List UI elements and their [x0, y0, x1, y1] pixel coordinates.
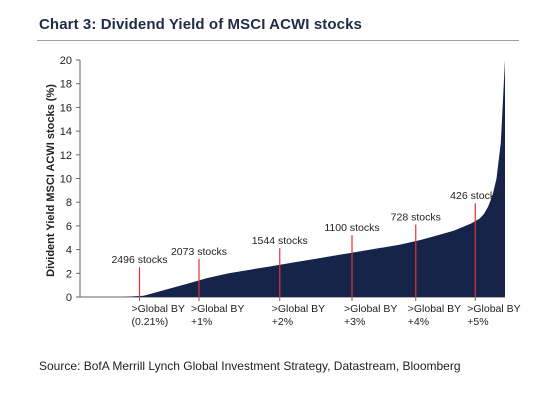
x-tick-label: +4%: [408, 316, 429, 328]
x-tick-label: +1%: [191, 316, 212, 328]
y-tick-label: 8: [66, 197, 72, 209]
y-tick-label: 14: [60, 126, 72, 138]
yield-area: [80, 60, 505, 297]
y-tick-label: 0: [66, 292, 72, 304]
y-tick-label: 4: [66, 245, 72, 257]
x-tick-label: >Global BY: [272, 303, 325, 315]
y-tick-label: 10: [60, 174, 72, 186]
x-tick-label: +5%: [467, 316, 488, 328]
y-tick-label: 6: [66, 221, 72, 233]
y-tick-label: 16: [60, 102, 72, 114]
x-tick-label: >Global BY: [132, 303, 185, 315]
y-tick-label: 18: [60, 79, 72, 91]
stock-count-label: 1544 stocks: [252, 235, 308, 247]
dividend-yield-chart: 0 2 4 6 8 10 12 14 16 18 20 Divident Yield MSCI ACW…: [45, 55, 521, 328]
y-tick-label: 2: [66, 268, 72, 280]
title-divider: [37, 40, 519, 41]
axes-group: 0 2 4 6 8 10 12 14 16 18 20 Divident Yield MSCI ACW…: [45, 55, 521, 328]
y-axis-title: Divident Yield MSCI ACWI stocks (%): [45, 84, 57, 277]
x-tick-label: >Global BY: [408, 303, 461, 315]
stock-count-label: 2496 stocks: [111, 254, 167, 266]
y-tick-label: 20: [60, 55, 72, 67]
x-tick-label: +2%: [272, 316, 293, 328]
y-tick-label: 12: [60, 150, 72, 162]
x-tick-label: (0.21%): [132, 316, 169, 328]
chart-title: Chart 3: Dividend Yield of MSCI ACWI sto…: [39, 16, 362, 33]
stock-count-label: 2073 stocks: [171, 246, 227, 258]
stock-count-label: 728 stocks: [391, 211, 441, 223]
stock-count-label: 1100 stocks: [324, 222, 379, 234]
x-tick-label: +3%: [344, 316, 365, 328]
source-note: Source: BofA Merrill Lynch Global Invest…: [39, 359, 461, 373]
chart-container: 0 2 4 6 8 10 12 14 16 18 20 Divident Yield MSCI ACW…: [45, 55, 521, 328]
x-tick-label: >Global BY: [344, 303, 397, 315]
plot-group: [80, 60, 505, 297]
x-tick-label: >Global BY: [191, 303, 244, 315]
labels-group: 2496 stocks 2073 stocks 1544 stocks 1100 st…: [111, 190, 500, 266]
stock-count-label: 426 stocks: [450, 190, 500, 202]
x-tick-label: >Global BY: [467, 303, 520, 315]
